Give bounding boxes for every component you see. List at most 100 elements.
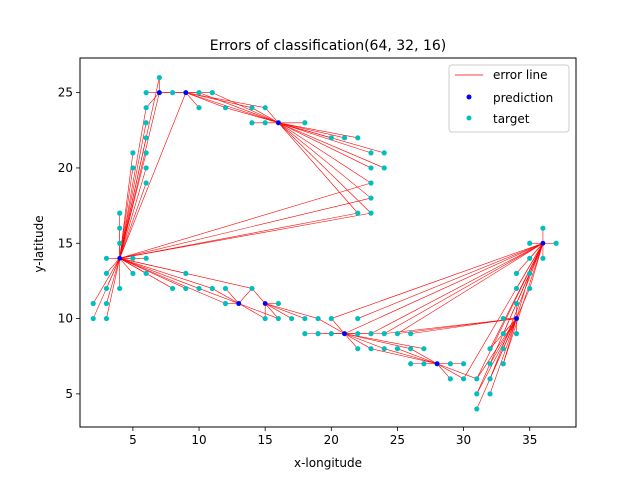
target-point: [103, 315, 110, 322]
error-line: [265, 303, 319, 319]
target-point: [302, 120, 308, 126]
error-line: [410, 318, 517, 334]
prediction-point: [262, 301, 268, 306]
error-line: [278, 122, 358, 214]
target-point: [368, 210, 374, 216]
target-point: [527, 285, 533, 292]
target-point: [315, 315, 321, 322]
prediction-point: [236, 301, 242, 306]
error-line: [397, 348, 438, 365]
legend-label-error-line: error line: [493, 68, 548, 82]
target-point: [527, 255, 533, 261]
target-point: [500, 315, 506, 322]
target-point: [143, 135, 149, 141]
x-tick-label: 30: [456, 433, 471, 447]
error-line: [463, 243, 544, 379]
error-line: [264, 303, 279, 319]
target-point: [540, 255, 546, 261]
x-tick-label: 10: [191, 433, 206, 447]
error-line: [185, 92, 226, 108]
error-line: [503, 318, 517, 334]
target-point: [103, 300, 110, 307]
chart-title: Errors of classification(64, 32, 16): [210, 38, 447, 54]
prediction-point: [434, 361, 440, 367]
error-line: [278, 122, 372, 154]
prediction-point: [540, 240, 546, 246]
y-tick-label: 20: [58, 161, 73, 175]
target-point: [487, 376, 493, 382]
target-point: [90, 315, 96, 322]
target-point: [368, 346, 374, 352]
target-point: [474, 376, 480, 382]
target-point: [487, 346, 493, 352]
error-line: [106, 258, 120, 274]
target-point: [130, 255, 136, 261]
target-point: [103, 255, 110, 261]
target-point: [275, 300, 281, 307]
error-line: [265, 303, 292, 319]
x-tick-label: 35: [522, 433, 537, 447]
error-line: [119, 182, 147, 259]
error-line: [502, 243, 544, 334]
error-line: [119, 212, 358, 259]
target-point: [222, 285, 229, 292]
target-point: [143, 120, 149, 126]
error-line: [119, 258, 134, 274]
x-tick-label: 15: [258, 433, 273, 447]
error-line: [119, 107, 147, 259]
target-point: [355, 210, 361, 216]
error-line: [212, 92, 279, 124]
target-point: [143, 180, 149, 186]
prediction-point: [514, 316, 519, 321]
error-line: [145, 92, 160, 108]
error-line: [119, 77, 160, 259]
legend-box: [448, 64, 570, 133]
target-point: [169, 90, 176, 96]
error-line: [198, 288, 239, 304]
error-line: [225, 107, 279, 124]
error-line: [502, 318, 517, 349]
error-line: [119, 197, 372, 259]
error-line: [370, 348, 438, 365]
error-line: [106, 258, 120, 304]
target-point: [513, 285, 520, 292]
error-line: [185, 92, 279, 124]
target-point: [90, 300, 96, 307]
target-point: [513, 270, 520, 276]
prediction-point: [342, 331, 347, 337]
target-point: [196, 90, 202, 96]
target-point: [249, 105, 255, 111]
error-line: [119, 258, 226, 304]
legend-label-prediction: prediction: [493, 91, 553, 105]
error-line: [357, 242, 544, 319]
error-line: [185, 92, 200, 108]
error-line: [106, 258, 120, 319]
prediction-points: [117, 90, 546, 367]
error-line: [489, 243, 544, 349]
error-line: [119, 122, 147, 259]
target-point: [117, 240, 123, 246]
target-point: [262, 120, 268, 126]
target-point: [381, 331, 387, 337]
target-point: [315, 331, 321, 337]
error-line: [106, 258, 120, 289]
error-line: [278, 122, 372, 184]
axes-frame: [79, 57, 577, 428]
error-line: [397, 242, 544, 334]
target-point: [328, 135, 334, 141]
target-point: [130, 165, 136, 171]
error-line: [198, 92, 279, 124]
y-axis-ticks: 5 10 15 20 25: [58, 86, 80, 401]
target-point: [513, 331, 520, 337]
prediction-point: [117, 255, 123, 261]
target-point: [527, 240, 533, 246]
error-line: [344, 242, 544, 334]
target-point: [249, 120, 255, 126]
error-line: [92, 258, 120, 304]
error-line: [437, 363, 477, 380]
error-line: [278, 122, 372, 199]
target-point: [487, 361, 493, 367]
target-point: [368, 195, 374, 201]
